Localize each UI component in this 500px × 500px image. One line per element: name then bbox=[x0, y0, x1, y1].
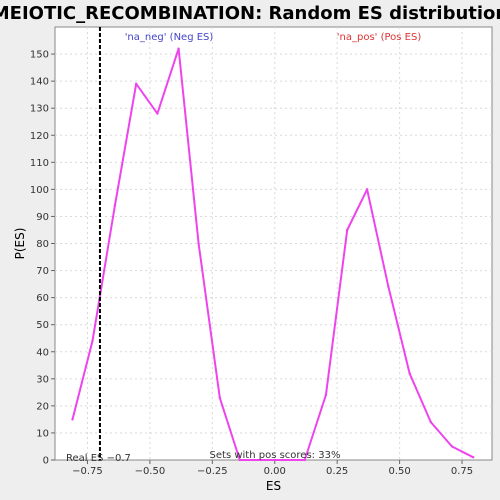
chart-title: MEIOTIC_RECOMBINATION: Random ES distrib… bbox=[0, 3, 500, 24]
sets-pos-scores-label: Sets with pos scores: 33% bbox=[210, 450, 341, 461]
data-point bbox=[365, 188, 369, 191]
x-tick-label: −0.50 bbox=[135, 466, 166, 477]
y-tick-label: 130 bbox=[30, 104, 49, 115]
y-axis: 0 10 20 30 40 50 60 70 80 90 100 110 120 130 140 150 bbox=[30, 50, 55, 467]
x-tick-label: 0.00 bbox=[264, 466, 286, 477]
data-point bbox=[218, 396, 222, 399]
pos-es-label: 'na_pos' (Pos ES) bbox=[337, 32, 422, 43]
x-tick-label: −0.75 bbox=[72, 466, 103, 477]
x-tick-label: −0.25 bbox=[197, 466, 228, 477]
x-tick-label: 0.25 bbox=[326, 466, 348, 477]
data-point bbox=[387, 285, 390, 288]
series-group bbox=[71, 47, 475, 462]
x-tick-label: 0.75 bbox=[451, 466, 473, 477]
data-point bbox=[156, 112, 159, 115]
data-point bbox=[134, 82, 138, 86]
y-tick-label: 100 bbox=[30, 185, 49, 196]
x-axis: −0.75 −0.50 −0.25 0.00 0.25 0.50 0.75 bbox=[72, 460, 473, 477]
y-tick-label: 30 bbox=[36, 374, 49, 385]
data-point bbox=[113, 204, 117, 207]
data-point bbox=[450, 445, 454, 448]
neg-es-label: 'na_neg' (Neg ES) bbox=[125, 32, 214, 43]
y-tick-label: 0 bbox=[43, 456, 49, 467]
y-tick-label: 70 bbox=[36, 266, 49, 277]
y-tick-label: 60 bbox=[36, 293, 49, 304]
y-axis-label: P(ES) bbox=[13, 228, 27, 260]
y-tick-label: 140 bbox=[30, 77, 49, 88]
data-point bbox=[408, 372, 411, 375]
data-point bbox=[71, 418, 74, 421]
y-tick-label: 110 bbox=[30, 158, 49, 169]
data-point bbox=[345, 228, 349, 232]
y-tick-label: 10 bbox=[36, 428, 49, 439]
data-point bbox=[238, 458, 241, 462]
y-tick-label: 90 bbox=[36, 212, 49, 223]
plot-area bbox=[54, 26, 493, 461]
real-es-label: Real ES −0.7 bbox=[66, 453, 131, 464]
grid-lines bbox=[55, 27, 492, 460]
y-tick-label: 80 bbox=[36, 239, 49, 250]
x-axis-label: ES bbox=[266, 479, 281, 493]
data-point bbox=[91, 339, 94, 343]
data-point bbox=[303, 458, 306, 462]
data-point bbox=[324, 393, 328, 397]
data-point bbox=[472, 456, 475, 459]
y-tick-label: 150 bbox=[30, 50, 49, 61]
data-point bbox=[281, 458, 284, 462]
y-tick-label: 20 bbox=[36, 401, 49, 412]
data-point bbox=[429, 420, 433, 424]
data-point bbox=[259, 458, 263, 462]
x-tick-label: 0.50 bbox=[388, 466, 410, 477]
y-tick-label: 40 bbox=[36, 347, 49, 358]
y-tick-label: 120 bbox=[30, 131, 49, 142]
data-point bbox=[177, 47, 180, 50]
es-distribution-line bbox=[71, 47, 474, 461]
y-tick-label: 50 bbox=[36, 320, 49, 331]
data-point bbox=[197, 242, 200, 245]
